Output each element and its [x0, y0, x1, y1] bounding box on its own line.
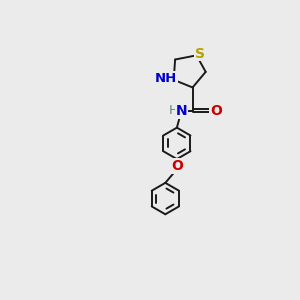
Text: S: S — [194, 46, 205, 61]
Text: O: O — [171, 160, 183, 173]
Text: NH: NH — [155, 72, 177, 85]
Text: N: N — [176, 103, 187, 118]
Text: O: O — [210, 103, 222, 118]
Text: H: H — [169, 104, 179, 117]
